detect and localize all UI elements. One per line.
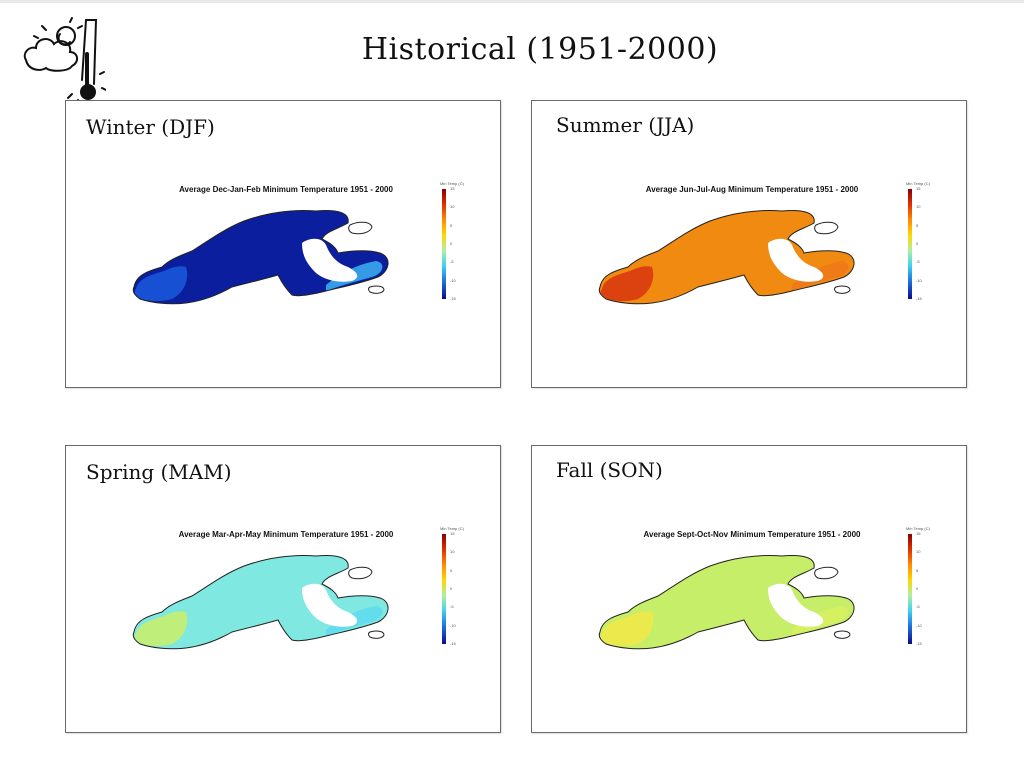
legend-tick-label: 5 — [916, 567, 919, 573]
map-small-island-outline — [834, 285, 851, 294]
weather-thermometer-icon — [23, 17, 106, 105]
legend-tick-label: 15 — [916, 186, 921, 191]
legend-tick-label: -5 — [450, 604, 454, 610]
legend-tick-label: -10 — [450, 622, 456, 628]
legend-ticks: 15 10 5 0 -5 -10 -15 — [916, 186, 946, 301]
map-title-spring: Average Mar-Apr-May Minimum Temperature … — [178, 530, 394, 539]
legend-tick-label: 0 — [450, 241, 453, 246]
map-water-bay — [768, 583, 824, 627]
map-island-outline — [348, 566, 373, 580]
map-land-west — [600, 611, 654, 647]
temperature-map-summer — [598, 210, 855, 305]
page-title: Historical (1951-2000) — [361, 32, 719, 67]
panel-label-winter: Winter (DJF) — [86, 115, 215, 139]
map-land-main — [599, 555, 855, 649]
map-water-bay — [768, 238, 824, 282]
map-land-west — [134, 611, 188, 647]
map-land-main — [133, 210, 389, 304]
legend-title: Min Temp (C) — [906, 526, 930, 531]
legend-tick-label: -10 — [916, 277, 922, 283]
colorbar-legend-spring: Min Temp (C) 15 10 5 0 -5 -10 -15 — [440, 526, 480, 651]
panel-spring: Spring (MAM) Average Mar-Apr-May Minimum… — [65, 445, 501, 733]
legend-tick-label: -15 — [916, 641, 922, 646]
legend-title: Min Temp (C) — [440, 181, 464, 186]
legend-tick-label: 5 — [450, 567, 453, 573]
map-outline — [598, 555, 855, 650]
legend-title: Min Temp (C) — [440, 526, 464, 531]
colorbar-legend-fall: Min Temp (C) 15 10 5 0 -5 -10 -15 — [906, 526, 946, 651]
legend-ticks: 15 10 5 0 -5 -10 -15 — [450, 186, 480, 301]
panel-label-spring: Spring (MAM) — [86, 460, 232, 484]
legend-tick-label: -10 — [916, 622, 922, 628]
legend-tick-label: -5 — [916, 604, 920, 610]
legend-tick-label: 0 — [450, 586, 453, 591]
legend-tick-label: 15 — [916, 531, 921, 536]
legend-tick-label: 0 — [916, 241, 919, 246]
legend-color-bar — [908, 189, 912, 299]
map-island-outline — [814, 221, 839, 235]
map-water-bay — [302, 238, 358, 282]
map-outline — [598, 210, 855, 305]
legend-tick-label: 10 — [916, 549, 921, 555]
temperature-map-winter — [132, 210, 389, 305]
panel-fall: Fall (SON) Average Sept-Oct-Nov Minimum … — [531, 445, 967, 733]
panel-label-summer: Summer (JJA) — [556, 113, 695, 137]
map-outline — [132, 555, 389, 650]
map-water-bay — [302, 583, 358, 627]
map-title-fall: Average Sept-Oct-Nov Minimum Temperature… — [643, 530, 861, 539]
map-land-main — [133, 555, 389, 649]
map-small-island-outline — [368, 285, 385, 294]
legend-color-bar — [442, 189, 446, 299]
legend-ticks: 15 10 5 0 -5 -10 -15 — [450, 531, 480, 646]
top-rule — [0, 0, 1024, 3]
map-title-summer: Average Jun-Jul-Aug Minimum Temperature … — [645, 185, 859, 194]
legend-tick-label: -15 — [916, 296, 922, 301]
legend-tick-label: 10 — [450, 549, 455, 555]
map-outline — [132, 210, 389, 305]
map-island-outline — [348, 221, 373, 235]
legend-tick-label: 10 — [450, 204, 455, 210]
temperature-map-spring — [132, 555, 389, 650]
map-small-island-outline — [368, 630, 385, 639]
legend-tick-label: -15 — [450, 641, 456, 646]
legend-tick-label: -5 — [450, 259, 454, 265]
legend-tick-label: 15 — [450, 186, 455, 191]
legend-tick-label: -5 — [916, 259, 920, 265]
legend-tick-label: -10 — [450, 277, 456, 283]
legend-tick-label: 5 — [450, 222, 453, 228]
map-island-outline — [814, 566, 839, 580]
panel-summer: Summer (JJA) Average Jun-Jul-Aug Minimum… — [531, 100, 967, 388]
map-land-west — [600, 266, 654, 302]
legend-tick-label: 0 — [916, 586, 919, 591]
panel-winter: Winter (DJF) Average Dec-Jan-Feb Minimum… — [65, 100, 501, 388]
legend-tick-label: -15 — [450, 296, 456, 301]
map-title-winter: Average Dec-Jan-Feb Minimum Temperature … — [179, 185, 393, 194]
map-land-main — [599, 210, 855, 304]
legend-title: Min Temp (C) — [906, 181, 930, 186]
legend-color-bar — [908, 534, 912, 644]
legend-tick-label: 10 — [916, 204, 921, 210]
legend-color-bar — [442, 534, 446, 644]
legend-tick-label: 5 — [916, 222, 919, 228]
map-land-west — [134, 266, 188, 302]
legend-ticks: 15 10 5 0 -5 -10 -15 — [916, 531, 946, 646]
colorbar-legend-summer: Min Temp (C) 15 10 5 0 -5 -10 -15 — [906, 181, 946, 306]
colorbar-legend-winter: Min Temp (C) 15 10 5 0 -5 -10 -15 — [440, 181, 480, 306]
temperature-map-fall — [598, 555, 855, 650]
map-small-island-outline — [834, 630, 851, 639]
legend-tick-label: 15 — [450, 531, 455, 536]
panel-label-fall: Fall (SON) — [556, 458, 663, 482]
